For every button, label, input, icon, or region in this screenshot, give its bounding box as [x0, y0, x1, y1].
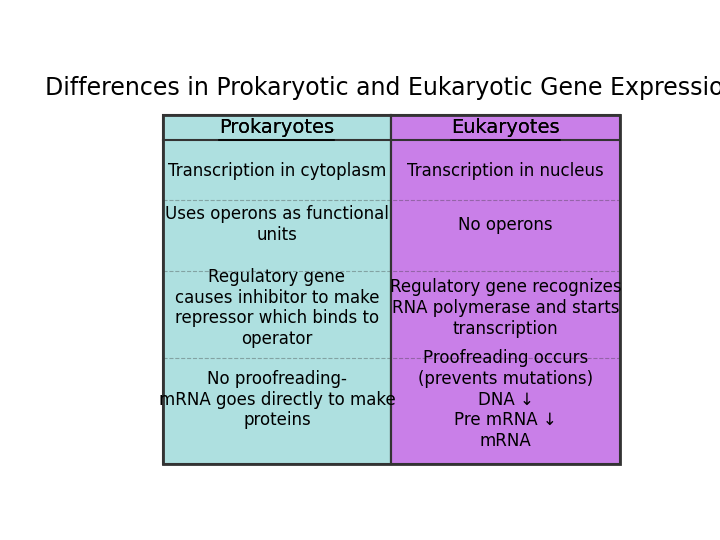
Text: Regulatory gene
causes inhibitor to make
repressor which binds to
operator: Regulatory gene causes inhibitor to make… [175, 268, 379, 348]
Bar [392, 114, 620, 464]
Text: Differences in Prokaryotic and Eukaryotic Gene Expression: Differences in Prokaryotic and Eukaryoti… [45, 76, 720, 100]
Text: Prokaryotes: Prokaryotes [220, 118, 335, 137]
Bar [163, 114, 392, 464]
Text: Eukaryotes: Eukaryotes [451, 118, 560, 137]
Text: No operons: No operons [459, 216, 553, 234]
Text: Proofreading occurs
(prevents mutations)
DNA ↓
Pre mRNA ↓
mRNA: Proofreading occurs (prevents mutations)… [418, 349, 593, 450]
Text: Regulatory gene recognizes
RNA polymerase and starts
transcription: Regulatory gene recognizes RNA polymeras… [390, 278, 621, 338]
Text: Transcription in nucleus: Transcription in nucleus [408, 162, 604, 180]
Text: No proofreading-
mRNA goes directly to make
proteins: No proofreading- mRNA goes directly to m… [158, 370, 395, 429]
Text: Uses operons as functional
units: Uses operons as functional units [165, 206, 389, 244]
Text: Prokaryotes: Prokaryotes [220, 118, 335, 137]
Text: Transcription in cytoplasm: Transcription in cytoplasm [168, 162, 386, 180]
Text: Eukaryotes: Eukaryotes [451, 118, 560, 137]
Bar [163, 114, 620, 464]
